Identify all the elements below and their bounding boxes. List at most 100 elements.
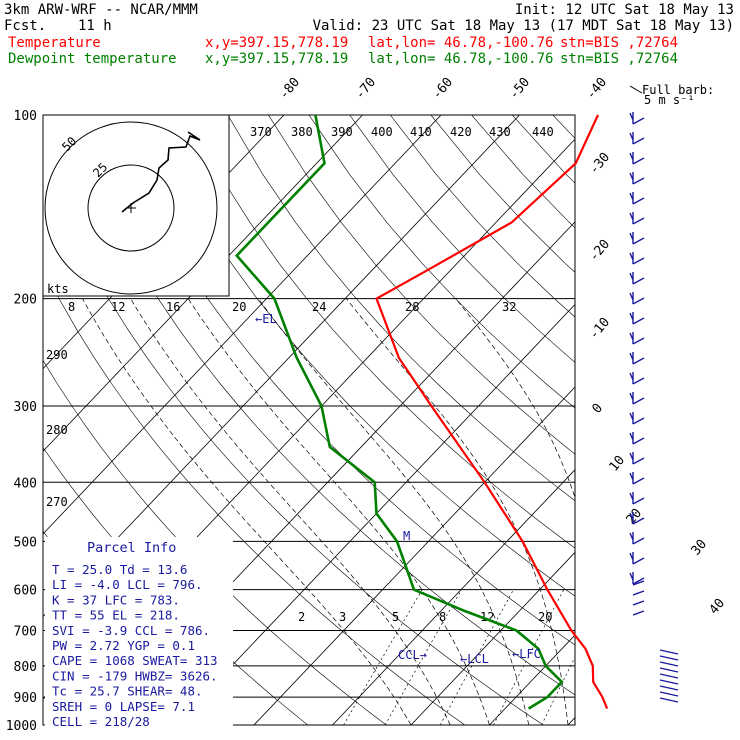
wind-barb: [659, 691, 679, 697]
wind-barb: [659, 661, 679, 667]
wind-barb: [632, 610, 645, 616]
isotherm-label: -70: [353, 75, 380, 103]
wind-barbs: [629, 112, 679, 703]
parcel-info-row: SVI = -3.9 CCL = 786.: [52, 623, 210, 638]
temperature-latlon: lat,lon= 46.78,-100.76: [368, 35, 554, 51]
wind-barb: [629, 432, 645, 445]
wind-barb: [629, 172, 645, 185]
hodograph: 25 50: [42, 114, 230, 297]
isotherm-line: [567, 717, 575, 725]
isotherm-label: 0: [590, 401, 607, 417]
dry-adiabat: [594, 115, 740, 725]
wind-barb: [629, 572, 645, 585]
pressure-label-400: 400: [14, 476, 37, 491]
parcel-info-row: T = 25.0 Td = 13.6: [52, 562, 187, 577]
moist-adiabat: [455, 298, 575, 499]
dry-adiabat: [43, 267, 465, 725]
wind-barb: [632, 600, 645, 606]
isotherm-label: -80: [277, 75, 304, 103]
lfc-marker: ←LFC: [512, 647, 541, 661]
parcel-info-row: Tc = 25.7 SHEAR= 48.: [52, 684, 203, 699]
pressure-label-600: 600: [14, 584, 37, 599]
model-title: 3km ARW-WRF -- NCAR/MMM: [4, 2, 198, 18]
theta-label: 420: [450, 125, 472, 139]
barb-legend-icon: [629, 85, 643, 94]
ccl-marker: CCL→: [398, 648, 427, 662]
isotherm-line: [489, 634, 575, 725]
parcel-info-row: LI = -4.0 LCL = 796.: [52, 577, 203, 592]
pressure-label-800: 800: [14, 660, 37, 675]
mixing-ratio-line: [439, 589, 514, 725]
pressure-label-700: 700: [14, 625, 37, 640]
forecast-label: Fcst.: [4, 18, 47, 34]
dewpoint-latlon: lat,lon= 46.78,-100.76: [368, 51, 554, 67]
dry-adiabat: [634, 115, 740, 725]
parcel-info-row: PW = 2.72 YGP = 0.1: [52, 638, 195, 653]
parcel-info-row: K = 37 LFC = 783.: [52, 592, 180, 607]
temperature-xy: x,y=397.15,778.19: [205, 35, 349, 51]
isotherm-label: 40: [707, 596, 729, 618]
isotherm-line: [175, 303, 575, 725]
dry-adiabat: [146, 115, 575, 597]
dewpoint-xy: x,y=397.15,778.19: [205, 51, 349, 67]
dewpoint-station: stn=BIS ,72764: [560, 51, 679, 67]
theta-label: 440: [532, 125, 554, 139]
dry-adiabat: [43, 164, 544, 725]
el-marker: ←EL: [255, 312, 277, 326]
theta-label: 370: [250, 125, 272, 139]
theta-left-label: 290: [46, 348, 68, 362]
wind-barb: [629, 112, 645, 125]
parcel-info-panel: Parcel Info T = 25.0 Td = 13.6LI = -4.0 …: [45, 537, 233, 729]
mixing-ratio-label: 8: [439, 610, 446, 624]
dry-adiabat: [186, 115, 575, 549]
plot-frame: [42, 114, 576, 726]
hodograph-ring-50: [44, 121, 218, 295]
wind-barb: [629, 532, 645, 545]
dry-adiabat: [511, 115, 575, 184]
mixing-ratio-line: [343, 589, 423, 725]
dry-adiabat: [64, 115, 575, 696]
dry-adiabat: [268, 115, 575, 455]
theta-label: 410: [410, 125, 432, 139]
theta-label: 390: [331, 125, 353, 139]
speed-label-16: 16: [166, 300, 180, 314]
lcl-marker: ←LCL: [460, 652, 489, 666]
m-marker: M: [403, 529, 410, 543]
isotherm-line: [43, 115, 442, 535]
forecast-hours: 11 h: [78, 18, 112, 34]
mixing-ratio-label: 3: [339, 610, 346, 624]
wind-barb: [629, 452, 645, 465]
wind-barb: [632, 590, 645, 596]
parcel-info-row: TT = 55 EL = 218.: [52, 608, 180, 623]
pressure-label-500: 500: [14, 535, 37, 550]
dry-adiabat: [552, 115, 575, 139]
isotherm-label: 20: [624, 506, 646, 528]
pressure-label-100: 100: [14, 109, 37, 124]
isotherm-label: -40: [584, 75, 611, 103]
wind-barb: [659, 697, 679, 703]
parcel-info-row: SREH = 0 LAPSE= 7.1: [52, 699, 195, 714]
wind-barb: [629, 312, 645, 325]
wind-barb: [659, 673, 679, 679]
dry-adiabat: [471, 115, 575, 229]
theta-label: 380: [291, 125, 313, 139]
isotherm-label: 30: [689, 537, 711, 559]
dewpoint-legend: Dewpoint temperature: [8, 51, 177, 67]
wind-barb: [629, 392, 645, 405]
parcel-info-row: CELL = 218/28: [52, 714, 150, 729]
dry-adiabat: [715, 115, 740, 725]
wind-barb: [629, 332, 645, 345]
dewpoint-profile: [235, 114, 564, 710]
parcel-info-row: CIN = -179 HWBZ= 3626.: [52, 668, 218, 683]
isotherm-label: -20: [587, 237, 614, 265]
dry-adiabat: [227, 115, 575, 502]
mixing-ratio-label: 20: [538, 610, 552, 624]
isotherm-line: [43, 115, 363, 452]
wind-barb: [629, 372, 645, 385]
theta-label: 430: [489, 125, 511, 139]
isotherm-line: [410, 551, 575, 725]
dry-adiabat: [308, 115, 575, 409]
wind-barb: [629, 152, 645, 165]
speed-label-12: 12: [111, 300, 125, 314]
